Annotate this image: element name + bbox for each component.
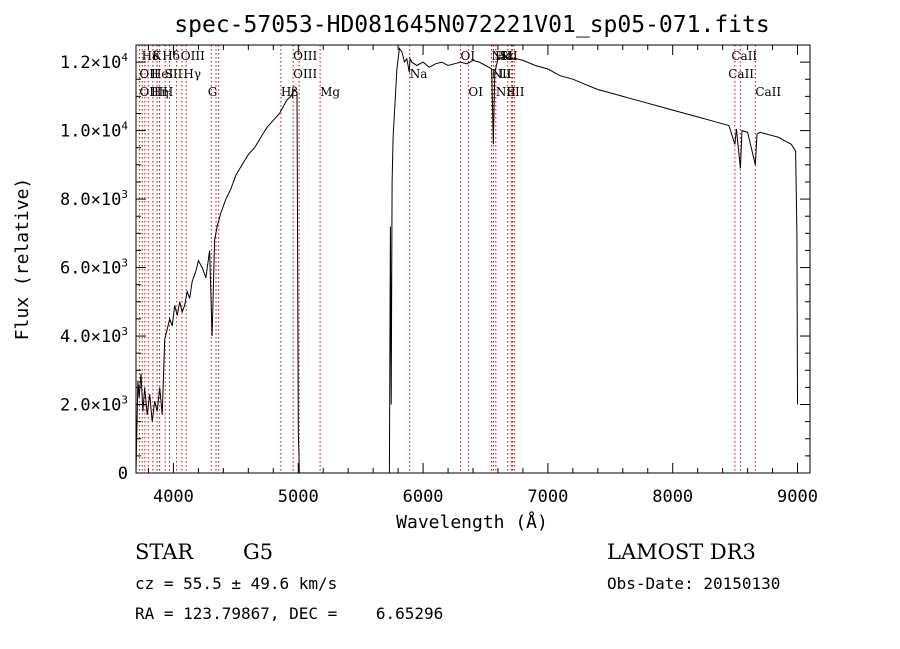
spectral-line-markers (138, 45, 756, 473)
observation-date: Obs-Date: 20150130 (607, 574, 781, 593)
line-label: Mg (320, 85, 340, 99)
x-tick-label: 9000 (777, 487, 818, 507)
y-tick-mantissa: 1.0×10 (60, 122, 121, 142)
line-label: CaII (731, 49, 757, 63)
line-label: Na (410, 67, 428, 81)
line-label: SII (507, 85, 525, 99)
line-label: K (152, 49, 162, 63)
y-tick-mantissa: 2.0×10 (60, 396, 121, 416)
line-label: OIII (139, 85, 163, 99)
y-tick-exponent: 3 (121, 257, 128, 270)
y-tick-exponent: 3 (121, 394, 128, 407)
redshift-velocity: cz = 55.5 ± 49.6 km/s (135, 574, 338, 593)
line-label: OIII (293, 67, 317, 81)
line-label: OIII (293, 49, 317, 63)
object-class: STAR (135, 540, 194, 564)
line-label: OII (139, 67, 159, 81)
y-tick-mantissa: 0 (118, 464, 128, 484)
y-tick-mantissa: 1.2×10 (60, 53, 121, 73)
y-tick-exponent: 3 (121, 188, 128, 201)
line-label: Hδ (162, 49, 180, 63)
line-label: NII (491, 49, 511, 63)
line-label: NII (496, 85, 516, 99)
survey-name: LAMOST DR3 (607, 540, 756, 564)
line-label: NII (491, 67, 511, 81)
line-label: CaII (755, 85, 781, 99)
line-label: Hγ (183, 67, 201, 81)
y-tick-mantissa: 6.0×10 (60, 259, 121, 279)
y-tick-mantissa: 4.0×10 (60, 327, 121, 347)
line-label: SII (165, 67, 183, 81)
line-label: Hδ (142, 49, 160, 63)
line-label: Hβ (281, 85, 298, 99)
line-label: Hα (495, 49, 514, 63)
line-label: HeI (151, 67, 174, 81)
x-tick-label: 8000 (652, 487, 693, 507)
y-axis-label: Flux (relative) (12, 178, 33, 341)
x-axis-label: Wavelength (Å) (396, 511, 548, 533)
line-label: OI (461, 49, 476, 63)
x-tick-label: 6000 (403, 487, 444, 507)
object-subclass: G5 (243, 540, 274, 564)
y-tick-exponent: 3 (121, 325, 128, 338)
x-tick-label: 5000 (278, 487, 319, 507)
y-tick-label: 4.0×103 (60, 325, 128, 347)
y-tick-label: 8.0×103 (60, 188, 128, 210)
line-label: SII (500, 49, 518, 63)
y-tick-label: 2.0×103 (60, 394, 128, 416)
chart-title: spec-57053-HD081645N072221V01_sp05-071.f… (174, 12, 769, 38)
y-axis-ticks: 02.0×1034.0×1036.0×1038.0×1031.0×1041.2×… (60, 51, 810, 484)
y-tick-label: 0 (118, 464, 128, 484)
spectrum-line (135, 47, 798, 474)
y-tick-exponent: 4 (121, 120, 128, 133)
line-label: Li (499, 67, 511, 81)
y-tick-label: 1.0×104 (60, 120, 128, 142)
coordinates: RA = 123.79867, DEC = 6.65296 (135, 604, 444, 623)
plot-frame (135, 44, 811, 474)
y-tick-label: 6.0×103 (60, 257, 128, 279)
y-tick-exponent: 4 (121, 51, 128, 64)
line-label: G (208, 85, 218, 99)
y-tick-mantissa: 8.0×10 (60, 190, 121, 210)
line-label: OIII (181, 49, 205, 63)
x-tick-label: 4000 (153, 487, 194, 507)
x-tick-label: 7000 (527, 487, 568, 507)
y-tick-label: 1.2×104 (60, 51, 128, 73)
line-label: Hη (151, 85, 169, 99)
line-label: OI (468, 85, 483, 99)
line-label: H (163, 85, 173, 99)
line-label: CaII (728, 67, 754, 81)
x-axis-ticks: 4000 5000 6000 7000 8000 9000 (147, 45, 818, 507)
